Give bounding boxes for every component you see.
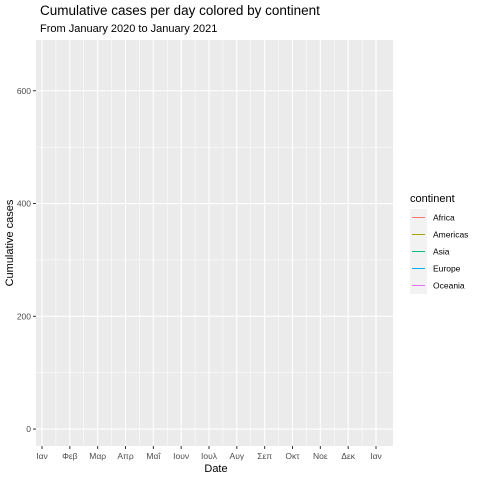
chart-subtitle: From January 2020 to January 2021 [40, 23, 217, 35]
x-tick-label: Σεπ [257, 451, 272, 461]
x-tick-label: Δεκ [341, 451, 355, 461]
x-tick-label: Ιαν [36, 451, 48, 461]
legend-items: Africa Americas Asia Europe Oceania [410, 209, 468, 294]
x-tick-label: Μαΐ [146, 451, 161, 461]
plot-panel [36, 40, 393, 446]
minor-gridlines [36, 40, 393, 446]
legend-label: Americas [433, 230, 468, 240]
x-tick-label: Μαρ [89, 451, 106, 461]
x-tick-label: Ιουν [173, 451, 189, 461]
legend-label: Asia [433, 247, 450, 257]
x-tick-label: Ιουλ [201, 451, 218, 461]
y-tick-label: 0 [26, 424, 31, 434]
legend-label: Europe [433, 264, 461, 274]
legend-label: Oceania [433, 281, 465, 291]
y-axis-title: Cumulative cases [4, 199, 16, 286]
y-axis: 0 200 400 600 [17, 86, 36, 434]
y-tick-label: 400 [17, 199, 31, 209]
y-tick-label: 600 [17, 86, 31, 96]
x-tick-label: Απρ [117, 451, 134, 461]
legend-label: Africa [433, 213, 455, 223]
x-axis: Ιαν Φεβ Μαρ Απρ Μαΐ Ιουν Ιουλ Αυγ Σεπ Οκτ Νοε Δεκ Ια… [36, 446, 382, 461]
x-tick-label: Φεβ [62, 451, 78, 461]
x-axis-title: Date [204, 463, 227, 475]
legend: continent Africa Americas Asia Europe Oceani… [410, 193, 468, 294]
x-tick-label: Ιαν [370, 451, 382, 461]
x-tick-label: Οκτ [285, 451, 300, 461]
major-gridlines [36, 40, 393, 446]
x-tick-label: Αυγ [230, 451, 245, 461]
x-tick-label: Νοε [313, 451, 328, 461]
y-tick-label: 200 [17, 311, 31, 321]
legend-title: continent [410, 193, 455, 205]
chart-title: Cumulative cases per day colored by cont… [40, 3, 320, 18]
